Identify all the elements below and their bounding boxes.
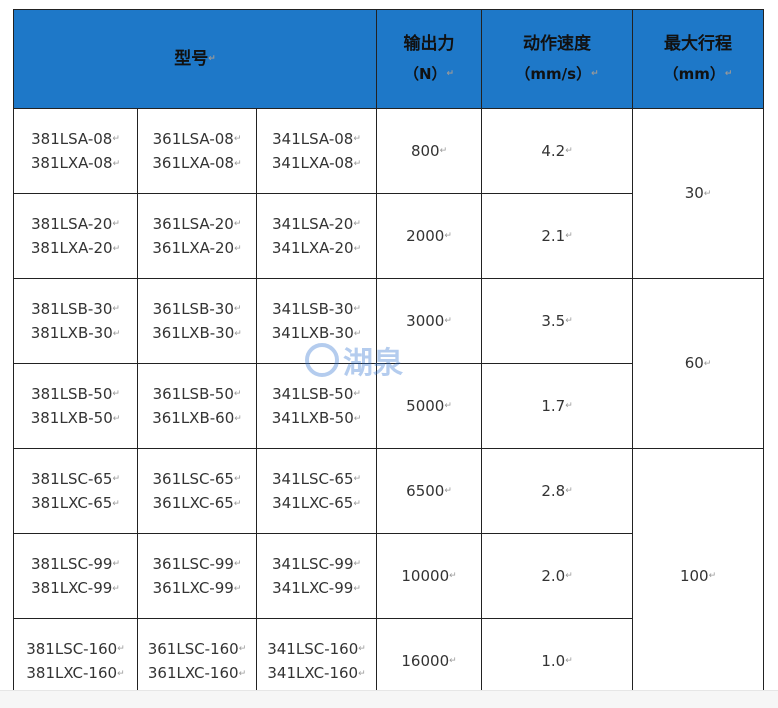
table-row: 381LSA-08381LXA-08361LSA-08361LXA-08341L…: [13, 108, 765, 279]
model-cell: 361LSB-50361LXB-60: [137, 363, 257, 449]
model-cell: 381LSC-160381LXC-160: [13, 618, 138, 690]
header-model: 型号: [12, 9, 378, 109]
force-cell: 10000: [376, 533, 483, 619]
stroke-cell: 30: [632, 108, 765, 279]
model-cell: 361LSC-65361LXC-65: [137, 448, 257, 534]
speed-cell: 2.8: [481, 448, 634, 534]
model-cell: 381LSC-65381LXC-65: [13, 448, 138, 534]
model-cell: 381LSA-20381LXA-20: [13, 193, 138, 279]
model-cell: 341LSA-20341LXA-20: [255, 193, 378, 279]
model-cell: 361LSC-99361LXC-99: [137, 533, 257, 619]
page-bottom-area: [0, 690, 778, 708]
stroke-cell: 100: [632, 448, 765, 690]
model-cell: 341LSC-99341LXC-99: [255, 533, 378, 619]
table-viewport: 型号 输出力（N） 动作速度（mm/s） 最大行程（mm） 381LSA-083…: [12, 9, 765, 690]
force-cell: 2000: [376, 193, 483, 279]
speed-cell: 2.1: [481, 193, 634, 279]
model-cell: 381LSA-08381LXA-08: [13, 108, 138, 194]
force-cell: 800: [376, 108, 483, 194]
force-cell: 16000: [376, 618, 483, 690]
speed-cell: 1.0: [481, 618, 634, 690]
table-row: 381LSC-65381LXC-65361LSC-65361LXC-65341L…: [13, 448, 765, 690]
force-cell: 5000: [376, 363, 483, 449]
model-cell: 341LSB-30341LXB-30: [255, 278, 378, 364]
table-row: 381LSC-160381LXC-160361LSC-160361LXC-160…: [13, 618, 764, 690]
speed-cell: 3.5: [481, 278, 634, 364]
force-cell: 6500: [376, 448, 483, 534]
model-cell: 361LSC-160361LXC-160: [137, 618, 257, 690]
model-cell: 341LSB-50341LXB-50: [255, 363, 378, 449]
speed-cell: 4.2: [481, 108, 634, 194]
model-cell: 381LSB-30381LXB-30: [13, 278, 138, 364]
model-cell: 341LSC-65341LXC-65: [255, 448, 378, 534]
model-cell: 381LSC-99381LXC-99: [13, 533, 138, 619]
speed-cell: 1.7: [481, 363, 634, 449]
model-cell: 361LSA-20361LXA-20: [137, 193, 257, 279]
table-row: 381LSB-30381LXB-30361LSB-30361LXB-30341L…: [13, 278, 765, 449]
force-cell: 3000: [376, 278, 483, 364]
header-stroke: 最大行程 （mm）: [632, 9, 765, 109]
model-cell: 341LSC-160341LXC-160: [255, 618, 378, 690]
stroke-cell: 60: [632, 278, 765, 449]
speed-cell: 2.0: [481, 533, 634, 619]
header-row: 型号 输出力（N） 动作速度（mm/s） 最大行程（mm）: [12, 9, 765, 109]
header-force: 输出力 （N）: [376, 9, 483, 109]
model-cell: 361LSB-30361LXB-30: [137, 278, 257, 364]
model-cell: 341LSA-08341LXA-08: [255, 108, 378, 194]
model-cell: 381LSB-50381LXB-50: [13, 363, 138, 449]
header-speed: 动作速度 （mm/s）: [481, 9, 634, 109]
spec-table: 型号 输出力（N） 动作速度（mm/s） 最大行程（mm） 381LSA-083…: [12, 9, 765, 690]
model-cell: 361LSA-08361LXA-08: [137, 108, 257, 194]
